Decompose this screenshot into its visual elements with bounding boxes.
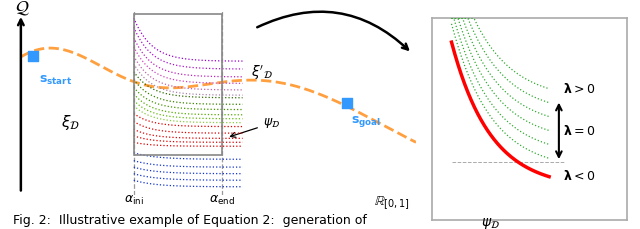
Text: $\mathbf{s}_{\mathbf{goal}}$: $\mathbf{s}_{\mathbf{goal}}$ <box>351 114 381 128</box>
Text: $\alpha_{\rm ini}$: $\alpha_{\rm ini}$ <box>124 194 144 207</box>
Text: $\mathbf{s}_{\mathbf{start}}$: $\mathbf{s}_{\mathbf{start}}$ <box>39 74 72 87</box>
Text: Fig. 2:  Illustrative example of Equation 2:  generation of: Fig. 2: Illustrative example of Equation… <box>13 214 367 227</box>
Text: $\alpha_{\rm end}$: $\alpha_{\rm end}$ <box>209 194 236 207</box>
Point <box>342 101 353 105</box>
Text: $\mathcal{Q}$: $\mathcal{Q}$ <box>15 0 29 17</box>
Text: $\mathbb{R}_{[0,1]}$: $\mathbb{R}_{[0,1]}$ <box>374 195 410 212</box>
Text: $\xi'_{\mathcal{D}}$: $\xi'_{\mathcal{D}}$ <box>251 64 273 82</box>
Text: $\xi_{\mathcal{D}}$: $\xi_{\mathcal{D}}$ <box>61 113 80 132</box>
Text: $\boldsymbol{\lambda} < 0$: $\boldsymbol{\lambda} < 0$ <box>563 169 595 183</box>
Bar <box>134 14 223 155</box>
Text: $\psi_{\mathcal{D}}$: $\psi_{\mathcal{D}}$ <box>481 216 500 229</box>
Text: $\boldsymbol{\lambda} = 0$: $\boldsymbol{\lambda} = 0$ <box>563 124 595 138</box>
Text: $\boldsymbol{\lambda} > 0$: $\boldsymbol{\lambda} > 0$ <box>563 82 595 96</box>
Point <box>28 54 38 58</box>
Text: $\psi_{\mathcal{D}}$: $\psi_{\mathcal{D}}$ <box>230 116 280 137</box>
